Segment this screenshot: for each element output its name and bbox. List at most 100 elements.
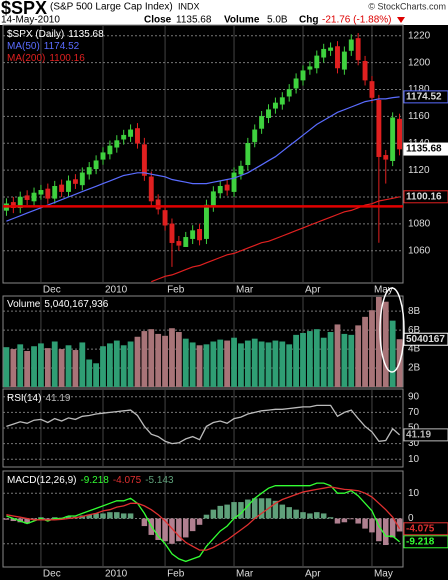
candle-body	[162, 210, 168, 226]
y-tick-label: 2B	[408, 363, 421, 374]
histogram-bar	[314, 512, 320, 519]
y-tick-label: 0	[408, 513, 414, 524]
histogram-bar	[245, 499, 251, 519]
candle-body	[31, 192, 37, 202]
volume-bar	[189, 342, 196, 387]
histogram-bar	[217, 505, 223, 519]
legend-text: MA(200)	[7, 53, 45, 64]
legend-text: Volume	[7, 299, 41, 310]
volume-bar	[134, 336, 141, 387]
histogram-bar	[383, 518, 389, 546]
header-bg	[0, 0, 448, 25]
candle-body	[59, 184, 65, 192]
histogram-bar	[120, 513, 127, 519]
legend: $SPX (Daily) 1135.68	[7, 29, 104, 40]
volume-label: Volume	[224, 15, 260, 26]
legend-text: MA(50)	[7, 41, 40, 52]
candle-body	[348, 39, 354, 51]
volume-bar	[244, 340, 251, 387]
candle-body	[259, 116, 265, 129]
annotation-ellipse	[379, 287, 405, 373]
histogram-bar	[231, 502, 237, 519]
volume-bar	[293, 334, 299, 387]
x-tick-label: Apr	[305, 569, 321, 580]
volume-bar	[348, 334, 355, 387]
histogram-bar	[341, 518, 348, 523]
histogram-bar	[258, 498, 265, 519]
legend-text: 5,040,167,936	[44, 299, 108, 310]
close-value: 1135.68	[176, 15, 212, 26]
value-box-label: 1100.16	[406, 191, 442, 202]
candle-body	[238, 165, 244, 175]
candle-body	[148, 176, 154, 202]
legend: RSI(14) 41.19	[7, 393, 71, 404]
candle-body	[10, 202, 16, 208]
histogram-bar	[93, 513, 99, 519]
candle-body	[72, 179, 78, 184]
candle-body	[231, 172, 237, 192]
candle-body	[252, 129, 258, 143]
chg-label: Chg	[299, 15, 318, 26]
indicator-line	[6, 486, 401, 551]
x-tick-label: 2010	[105, 285, 128, 296]
histogram-bar	[376, 518, 382, 542]
legend-text: 1174.52	[44, 41, 80, 52]
candle-body	[66, 180, 71, 192]
histogram-bar	[272, 500, 279, 519]
y-tick-label: 6B	[408, 325, 421, 336]
candle-body	[286, 89, 292, 97]
candle-body	[376, 100, 382, 157]
volume-bar	[196, 345, 203, 387]
value-box	[403, 535, 448, 549]
candle-body	[176, 241, 182, 246]
candle-body	[328, 47, 334, 51]
candle-body	[107, 145, 113, 155]
volume-bar	[375, 296, 382, 387]
candle-body	[341, 51, 347, 70]
volume-bar	[3, 347, 10, 387]
histogram-bar	[162, 518, 168, 542]
candle-body	[183, 237, 189, 247]
volume-bar	[38, 343, 44, 387]
candle-body	[86, 167, 92, 175]
candle-body	[293, 78, 299, 89]
volume-bar	[217, 339, 224, 387]
histogram-bar	[127, 513, 134, 519]
candle-body	[397, 118, 403, 150]
histogram-bar	[238, 502, 244, 519]
volume-bar	[389, 320, 396, 387]
volume-bar	[113, 340, 120, 387]
histogram-bar	[369, 518, 375, 533]
x-tick-label: Mar	[236, 285, 254, 296]
candle-body	[245, 143, 251, 165]
moving-average	[6, 96, 400, 222]
candle-body	[79, 172, 85, 186]
candle-body	[300, 70, 306, 81]
histogram-bar	[320, 513, 327, 519]
volume-bar	[17, 344, 24, 387]
chg-value: -21.76 (-1.88%)	[322, 15, 391, 26]
candle-body	[190, 230, 196, 239]
volume-bar	[210, 341, 217, 387]
histogram-bar	[155, 518, 161, 540]
value-box-label: 41.19	[406, 430, 431, 441]
legend-text: RSI(14)	[7, 393, 41, 404]
volume-bar	[341, 333, 348, 387]
value-box-label: 1135.68	[406, 144, 442, 155]
value-box-label: 5040167	[406, 334, 445, 345]
volume-bar	[148, 329, 155, 387]
volume-bar	[286, 344, 293, 387]
candle-body	[266, 109, 271, 118]
volume-bar	[251, 338, 258, 387]
index-name: (S&P 500 Large Cap Index)	[50, 2, 173, 13]
histogram-bar	[396, 518, 403, 532]
candle-body	[321, 48, 327, 58]
histogram-bar	[24, 518, 30, 524]
y-tick-label: 10	[408, 488, 420, 499]
plot	[3, 389, 403, 467]
candle-body	[279, 97, 285, 105]
volume-bar	[238, 343, 244, 387]
moving-average	[151, 196, 400, 283]
candle-body	[355, 38, 361, 61]
volume-bar	[100, 346, 106, 387]
